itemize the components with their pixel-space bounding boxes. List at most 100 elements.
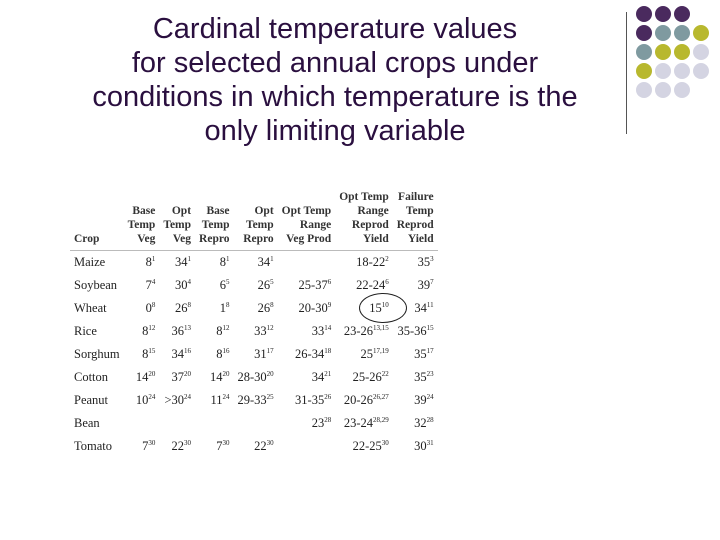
reference-number: 24 bbox=[148, 392, 156, 401]
table-cell: 3228 bbox=[393, 412, 438, 435]
crop-name: Rice bbox=[74, 324, 97, 338]
column-header-line: Reprod bbox=[351, 219, 389, 231]
decorative-dot bbox=[674, 63, 690, 79]
table-cell: 1124 bbox=[195, 389, 233, 412]
table-cell: 65 bbox=[195, 274, 233, 297]
table-cell: 23-2613,15 bbox=[335, 320, 393, 343]
cell-value: 268 bbox=[175, 300, 192, 315]
cell-value: 3228 bbox=[414, 415, 434, 430]
table-cell bbox=[124, 412, 160, 435]
column-header-line: Failure bbox=[398, 191, 434, 203]
title-line: Cardinal temperature values bbox=[152, 13, 518, 45]
reference-number: 31 bbox=[426, 438, 434, 447]
column-header-line: Temp bbox=[405, 205, 434, 217]
cell-value: 1420 bbox=[209, 369, 230, 384]
cell-value: 3421 bbox=[311, 369, 332, 384]
table-cell: 812 bbox=[195, 320, 233, 343]
cell-value: 3517 bbox=[414, 346, 434, 361]
cell-value: 35-3615 bbox=[397, 323, 434, 338]
table-cell bbox=[159, 412, 195, 435]
reference-number: 12 bbox=[266, 323, 274, 332]
cell-value: 812 bbox=[142, 323, 156, 338]
column-header-line: Temp bbox=[163, 219, 192, 231]
cell-value: 353 bbox=[417, 254, 434, 269]
table-row: Wheat 08 268 18 268 20-309 1510 3411 bbox=[70, 293, 438, 323]
reference-number: 5 bbox=[225, 277, 230, 286]
column-header-line: Veg bbox=[137, 233, 156, 245]
crop-name: Tomato bbox=[74, 439, 113, 453]
cell-value: 730 bbox=[142, 438, 156, 453]
column-header-line: Base bbox=[132, 205, 156, 217]
column-header: Failure Temp Reprod Yield bbox=[392, 190, 438, 251]
crop-name: Bean bbox=[74, 416, 100, 430]
cell-value: 3416 bbox=[171, 346, 192, 361]
reference-number: 22 bbox=[381, 369, 389, 378]
reference-number: 30 bbox=[184, 438, 192, 447]
reference-number: 1 bbox=[270, 254, 274, 263]
decorative-dot bbox=[674, 82, 690, 98]
table-cell: 2230 bbox=[233, 435, 277, 458]
cell-value: 2328 bbox=[311, 415, 332, 430]
cell-value: 2517,19 bbox=[360, 346, 389, 361]
cell-value: 3720 bbox=[171, 369, 192, 384]
column-header-line: Temp bbox=[127, 219, 156, 231]
column-header-line: Repro bbox=[199, 233, 230, 245]
crop-name: Sorghum bbox=[74, 347, 120, 361]
table-cell: 28-3020 bbox=[233, 366, 277, 389]
cell-value: 265 bbox=[257, 277, 274, 292]
reference-number: 13 bbox=[184, 323, 192, 332]
reference-number: 20 bbox=[222, 369, 230, 378]
reference-number: 15 bbox=[148, 346, 156, 355]
reference-number: 1 bbox=[151, 254, 156, 263]
table-header-row: Crop Base Temp Veg Opt Temp Veg Base Temp Repro Op… bbox=[70, 190, 438, 251]
decorative-dot bbox=[636, 82, 652, 98]
cell-value: 74 bbox=[145, 277, 156, 292]
cell-value: 1124 bbox=[210, 392, 230, 407]
table-cell: 3720 bbox=[159, 366, 195, 389]
crop-name: Cotton bbox=[74, 370, 109, 384]
decorative-dot bbox=[693, 44, 709, 60]
cell-value: 2230 bbox=[171, 438, 192, 453]
column-header-line: Repro bbox=[243, 233, 274, 245]
title-line: only limiting variable bbox=[204, 115, 466, 147]
column-header: Crop bbox=[70, 190, 124, 251]
reference-number: 24 bbox=[184, 392, 192, 401]
table-cell: 26-3418 bbox=[278, 343, 336, 366]
table-cell: 35-3615 bbox=[393, 320, 438, 343]
cell-value: 23-2428,29 bbox=[343, 415, 389, 430]
table-row: Cotton 1420 3720 1420 28-3020 3421 25-2622 3523 bbox=[70, 366, 438, 389]
cell-value: 26-3418 bbox=[295, 346, 332, 361]
decorative-dot bbox=[674, 44, 690, 60]
reference-number: 23 bbox=[426, 369, 434, 378]
cell-value: 268 bbox=[257, 300, 274, 315]
reference-number: 13,15 bbox=[373, 323, 389, 332]
column-header-line: Temp bbox=[245, 219, 274, 231]
table-cell: 25-2622 bbox=[335, 366, 393, 389]
cell-value: 815 bbox=[142, 346, 156, 361]
reference-number: 16 bbox=[184, 346, 192, 355]
column-header: Opt Temp Range Veg Prod bbox=[277, 190, 336, 251]
cell-value: 341 bbox=[175, 254, 192, 269]
table-cell: 1510 bbox=[335, 293, 408, 323]
table-cell: 3613 bbox=[159, 320, 195, 343]
column-header-line: Crop bbox=[74, 233, 100, 245]
title-line: conditions in which temperature is the bbox=[92, 81, 578, 113]
reference-number: 20 bbox=[266, 369, 274, 378]
cell-value: 3314 bbox=[311, 323, 332, 338]
cell-value: 29-3325 bbox=[237, 392, 274, 407]
cell-value: 3613 bbox=[171, 323, 192, 338]
cell-value: 3523 bbox=[414, 369, 434, 384]
decorative-dot bbox=[655, 63, 671, 79]
reference-number: 25 bbox=[266, 392, 274, 401]
cell-value: 81 bbox=[219, 254, 230, 269]
reference-number: 26 bbox=[324, 392, 332, 401]
table-cell: 265 bbox=[233, 274, 277, 297]
reference-number: 20 bbox=[148, 369, 156, 378]
table-cell: 3031 bbox=[393, 435, 438, 458]
reference-number: 8 bbox=[270, 300, 274, 309]
column-header-line: Opt Temp bbox=[281, 205, 332, 217]
column-header-line: Opt bbox=[171, 205, 192, 217]
table-cell: 730 bbox=[124, 435, 160, 458]
column-header: Opt Temp Veg bbox=[159, 190, 196, 251]
reference-number: 17,19 bbox=[373, 346, 389, 355]
